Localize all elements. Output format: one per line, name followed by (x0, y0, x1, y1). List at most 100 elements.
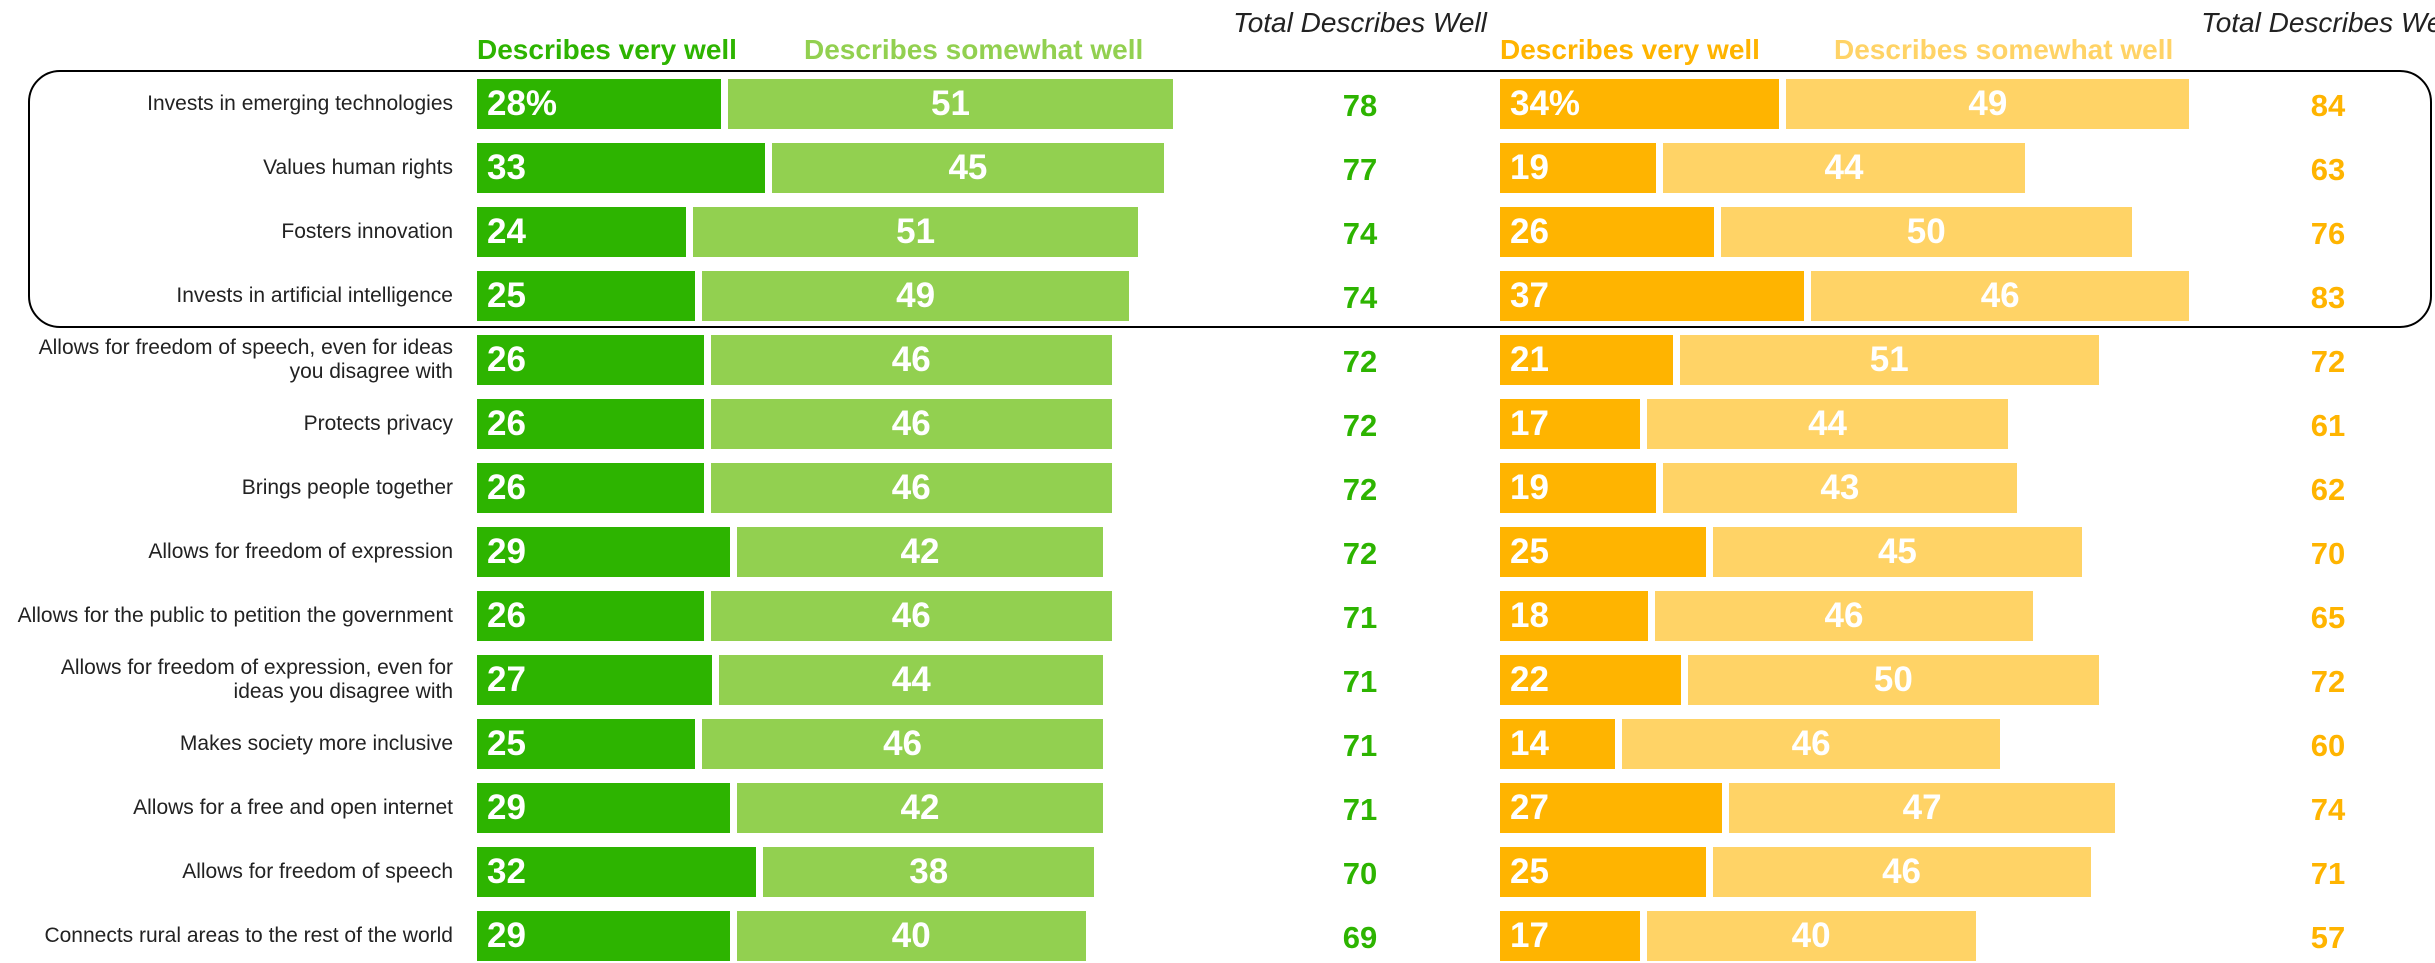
bar-segment (1679, 335, 2099, 385)
value-label: 46 (1882, 852, 1922, 891)
bar-segment (477, 399, 704, 449)
total-value: 61 (2310, 408, 2346, 443)
category-label: Values human rights (263, 156, 453, 179)
value-label: 29 (487, 532, 526, 571)
value-label: 46 (891, 468, 931, 507)
total-value: 74 (2310, 792, 2346, 827)
bar-segment (702, 719, 1104, 769)
legend-label: Describes somewhat well (1834, 34, 2174, 65)
bar-segment (1663, 463, 2017, 513)
value-label: 24 (487, 212, 526, 251)
total-value: 71 (1342, 728, 1378, 763)
bar-segment (1500, 79, 1780, 129)
value-label: 46 (1791, 724, 1831, 763)
category-label: Allows for freedom of expression (148, 540, 453, 563)
total-value: 72 (1342, 408, 1378, 443)
total-value: 72 (1342, 536, 1378, 571)
bar-segment (1720, 207, 2132, 257)
value-label: 51 (1869, 340, 1909, 379)
total-value: 70 (2310, 536, 2346, 571)
total-value: 70 (1342, 856, 1378, 891)
bar-segment (477, 655, 713, 705)
bar-segment (1687, 655, 2099, 705)
value-label: 40 (891, 916, 931, 955)
category-label: Allows for the public to petition the go… (17, 604, 453, 627)
value-label: 43 (1820, 468, 1860, 507)
value-label: 17 (1510, 916, 1549, 955)
value-label: 44 (1824, 148, 1864, 187)
value-label: 46 (1980, 276, 2020, 315)
value-label: 49 (1968, 84, 2008, 123)
bar-segment (477, 143, 765, 193)
category-label: Allows for a free and open internet (133, 796, 453, 819)
value-label: 26 (487, 468, 526, 507)
bar-segment (1622, 719, 2001, 769)
bar-segment (693, 207, 1138, 257)
value-label: 19 (1510, 148, 1549, 187)
bar-segment (710, 399, 1112, 449)
category-label: Invests in emerging technologies (147, 92, 453, 115)
value-label: 21 (1510, 340, 1549, 379)
bar-segment (1500, 271, 1805, 321)
legend-label: Describes somewhat well (804, 34, 1144, 65)
bar-segment (1500, 591, 1648, 641)
value-label: 47 (1902, 788, 1942, 827)
value-label: 37 (1510, 276, 1549, 315)
legend-label: Describes very well (477, 34, 737, 65)
total-value: 57 (2310, 920, 2346, 955)
value-label: 22 (1510, 660, 1549, 699)
category-label: Makes society more inclusive (179, 732, 453, 755)
value-label: 25 (1510, 852, 1549, 891)
value-label: 27 (487, 660, 526, 699)
bar-segment (1811, 271, 2190, 321)
category-label: Fosters innovation (281, 220, 453, 243)
bar-segment (1654, 591, 2034, 641)
value-label: 40 (1791, 916, 1831, 955)
bar-segment (477, 591, 704, 641)
value-label: 19 (1510, 468, 1549, 507)
bar-segment (477, 463, 704, 513)
total-value: 77 (1342, 152, 1378, 187)
value-label: 50 (1873, 660, 1913, 699)
value-label: 26 (487, 404, 526, 443)
bar-segment (1712, 527, 2083, 577)
bar-segment (1500, 847, 1706, 897)
value-label: 14 (1510, 724, 1549, 763)
value-label: 51 (931, 84, 970, 123)
total-value: 71 (2310, 856, 2346, 891)
bar-segment (719, 655, 1104, 705)
total-value: 83 (2310, 280, 2346, 315)
category-label: Protects privacy (303, 412, 453, 435)
bar-segment (1500, 335, 1673, 385)
bar-segment (1500, 527, 1706, 577)
bar-segment (1500, 655, 1681, 705)
value-label: 26 (487, 596, 526, 635)
value-label: 45 (948, 148, 988, 187)
total-value: 71 (1342, 792, 1378, 827)
bar-segment (477, 271, 695, 321)
value-label: 25 (487, 724, 526, 763)
bar-segment (1646, 399, 2009, 449)
bar-segment (710, 335, 1112, 385)
value-label: 46 (883, 724, 923, 763)
value-label: 34% (1510, 84, 1581, 123)
category-label: Allows for freedom of speech, even for i… (38, 336, 453, 383)
bar-segment (736, 911, 1086, 961)
bar-segment (1646, 911, 1976, 961)
total-value: 76 (2310, 216, 2346, 251)
value-label: 26 (487, 340, 526, 379)
bar-segment (477, 527, 730, 577)
value-label: 33 (487, 148, 526, 187)
value-label: 44 (891, 660, 931, 699)
bar-segment (736, 783, 1104, 833)
bar-segment (1663, 143, 2025, 193)
total-value: 84 (2310, 88, 2346, 123)
bar-segment (477, 79, 722, 129)
bar-segment (1500, 399, 1640, 449)
value-label: 18 (1510, 596, 1549, 635)
total-value: 74 (1342, 216, 1378, 251)
value-label: 17 (1510, 404, 1549, 443)
bar-segment (1500, 911, 1640, 961)
value-label: 25 (1510, 532, 1549, 571)
total-value: 62 (2310, 472, 2346, 507)
